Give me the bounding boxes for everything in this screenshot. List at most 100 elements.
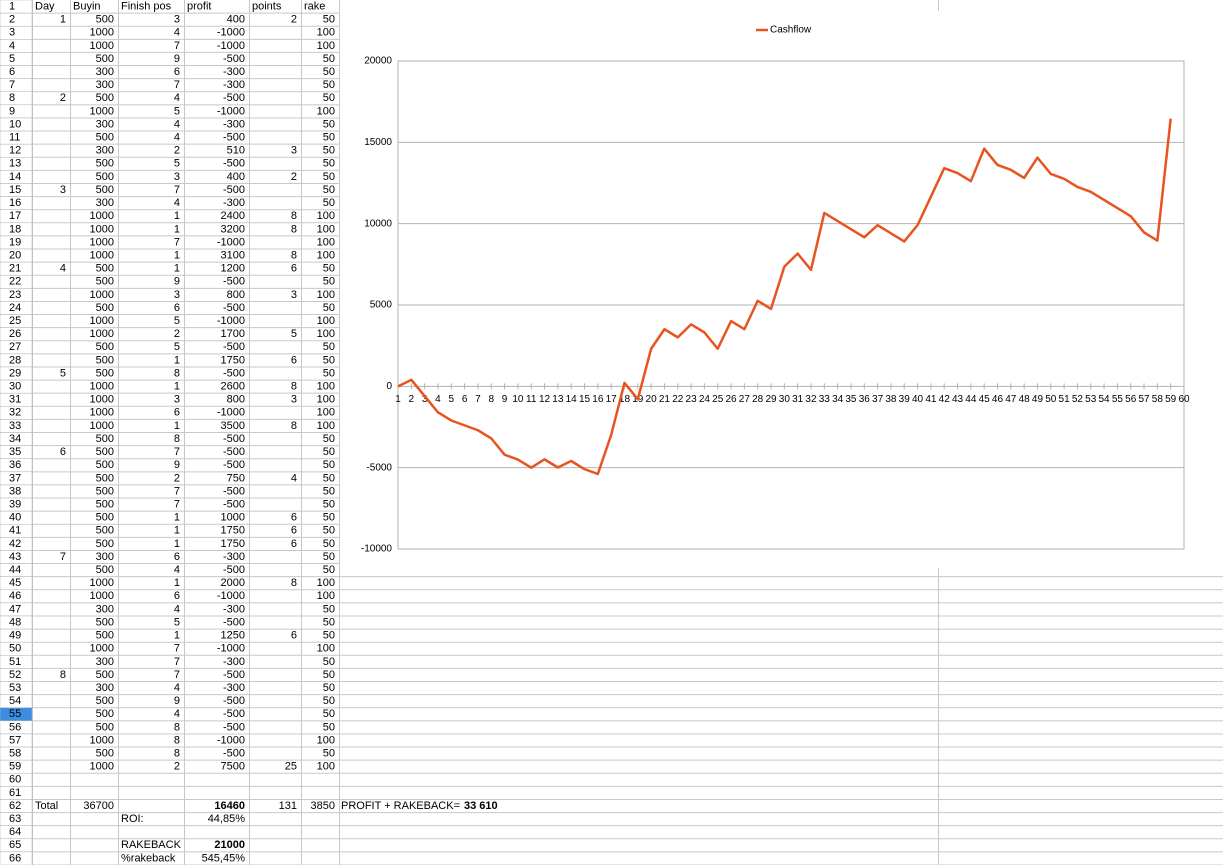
cell[interactable]: 8 [291, 381, 297, 393]
cell[interactable]: -1000 [217, 105, 245, 117]
cell[interactable]: 5 [291, 328, 297, 340]
cell[interactable]: 1 [174, 420, 180, 432]
cell[interactable]: 5 [174, 341, 180, 353]
cell[interactable]: -1000 [217, 734, 245, 746]
cell[interactable]: 25 [285, 761, 297, 773]
cell[interactable]: 7 [174, 656, 180, 668]
cell[interactable]: 4 [174, 92, 180, 104]
cell[interactable]: 8 [174, 721, 180, 733]
cell[interactable]: 2600 [221, 381, 245, 393]
cell[interactable]: 1000 [90, 236, 114, 248]
cell[interactable]: 50 [323, 132, 335, 144]
cell[interactable]: 100 [317, 761, 335, 773]
cell[interactable]: 300 [96, 656, 114, 668]
cell[interactable]: 50 [323, 630, 335, 642]
cell[interactable]: 50 [323, 66, 335, 78]
cell[interactable]: 8 [174, 748, 180, 760]
cell[interactable]: 1 [60, 14, 66, 26]
cell[interactable]: 1 [174, 249, 180, 261]
cell[interactable]: 500 [96, 53, 114, 65]
cell[interactable]: 6 [291, 538, 297, 550]
cell[interactable]: 500 [96, 446, 114, 458]
cell[interactable]: 500 [96, 354, 114, 366]
cell[interactable]: 8 [174, 734, 180, 746]
cell[interactable]: 50 [323, 603, 335, 615]
cell[interactable]: 300 [96, 118, 114, 130]
cell[interactable]: 50 [323, 616, 335, 628]
cell[interactable]: 400 [227, 14, 245, 26]
cell[interactable]: 7 [174, 669, 180, 681]
cell[interactable]: 7 [174, 79, 180, 91]
cell[interactable]: 100 [317, 734, 335, 746]
cell[interactable]: 50 [323, 498, 335, 510]
cell[interactable]: 1 [174, 210, 180, 222]
row-header[interactable] [0, 91, 33, 106]
cell[interactable]: 50 [323, 472, 335, 484]
cell[interactable]: 50 [323, 79, 335, 91]
cell[interactable]: -500 [223, 564, 245, 576]
cell[interactable]: 50 [323, 485, 335, 497]
cell[interactable]: 1 [174, 223, 180, 235]
cell[interactable]: 5 [174, 105, 180, 117]
cell[interactable]: 1000 [90, 577, 114, 589]
cell[interactable]: 6 [174, 407, 180, 419]
cell[interactable]: 1000 [90, 315, 114, 327]
cell[interactable]: 50 [323, 354, 335, 366]
cell[interactable]: 50 [323, 708, 335, 720]
cell[interactable]: 6 [174, 302, 180, 314]
cell[interactable]: 500 [96, 263, 114, 275]
cell[interactable]: 50 [323, 525, 335, 537]
cell[interactable]: 3 [174, 14, 180, 26]
cell[interactable]: 500 [96, 564, 114, 576]
cell[interactable]: -500 [223, 132, 245, 144]
cell[interactable]: 4 [174, 682, 180, 694]
cell[interactable]: 50 [323, 14, 335, 26]
cell[interactable]: 1 [174, 577, 180, 589]
cell[interactable]: -500 [223, 748, 245, 760]
cell[interactable]: 500 [96, 498, 114, 510]
cell[interactable]: 1000 [90, 381, 114, 393]
cell[interactable]: 4 [291, 472, 297, 484]
cell[interactable]: 800 [227, 289, 245, 301]
cell[interactable]: 50 [323, 512, 335, 524]
cell[interactable]: 1000 [90, 761, 114, 773]
summary-cell[interactable]: 44,85% [208, 813, 246, 825]
summary-cell[interactable]: 16460 [214, 800, 245, 812]
cell[interactable]: -500 [223, 158, 245, 170]
cell[interactable]: 50 [323, 538, 335, 550]
cell[interactable]: 6 [291, 354, 297, 366]
cell[interactable]: 8 [174, 433, 180, 445]
cell[interactable]: 3 [174, 394, 180, 406]
cell[interactable]: 2 [291, 171, 297, 183]
cell[interactable]: 100 [317, 328, 335, 340]
cell[interactable]: 9 [174, 695, 180, 707]
cell[interactable]: 1000 [90, 394, 114, 406]
cell[interactable]: 2400 [221, 210, 245, 222]
cell[interactable]: 400 [227, 171, 245, 183]
cell[interactable]: 8 [291, 249, 297, 261]
cell[interactable]: 500 [96, 721, 114, 733]
cell[interactable]: 6 [291, 630, 297, 642]
cell[interactable]: 100 [317, 394, 335, 406]
cell[interactable]: 7 [174, 40, 180, 52]
cell[interactable]: -500 [223, 695, 245, 707]
cell[interactable]: -1000 [217, 315, 245, 327]
cell[interactable]: 100 [317, 643, 335, 655]
cell[interactable]: 1000 [90, 407, 114, 419]
cell[interactable]: 9 [174, 53, 180, 65]
cell[interactable]: -500 [223, 92, 245, 104]
cell[interactable]: 500 [96, 748, 114, 760]
cell[interactable]: 1750 [221, 525, 245, 537]
row-header[interactable] [0, 39, 33, 53]
cell[interactable]: 3100 [221, 249, 245, 261]
summary-cell[interactable]: RAKEBACK [121, 839, 182, 851]
cell[interactable]: 50 [323, 171, 335, 183]
row-header[interactable] [0, 12, 33, 27]
cell[interactable]: 500 [96, 630, 114, 642]
cell[interactable]: 7 [174, 446, 180, 458]
cell[interactable]: -500 [223, 446, 245, 458]
cell[interactable]: 50 [323, 197, 335, 209]
cell[interactable]: -300 [223, 197, 245, 209]
cell[interactable]: 1 [174, 630, 180, 642]
cell[interactable]: 500 [96, 485, 114, 497]
